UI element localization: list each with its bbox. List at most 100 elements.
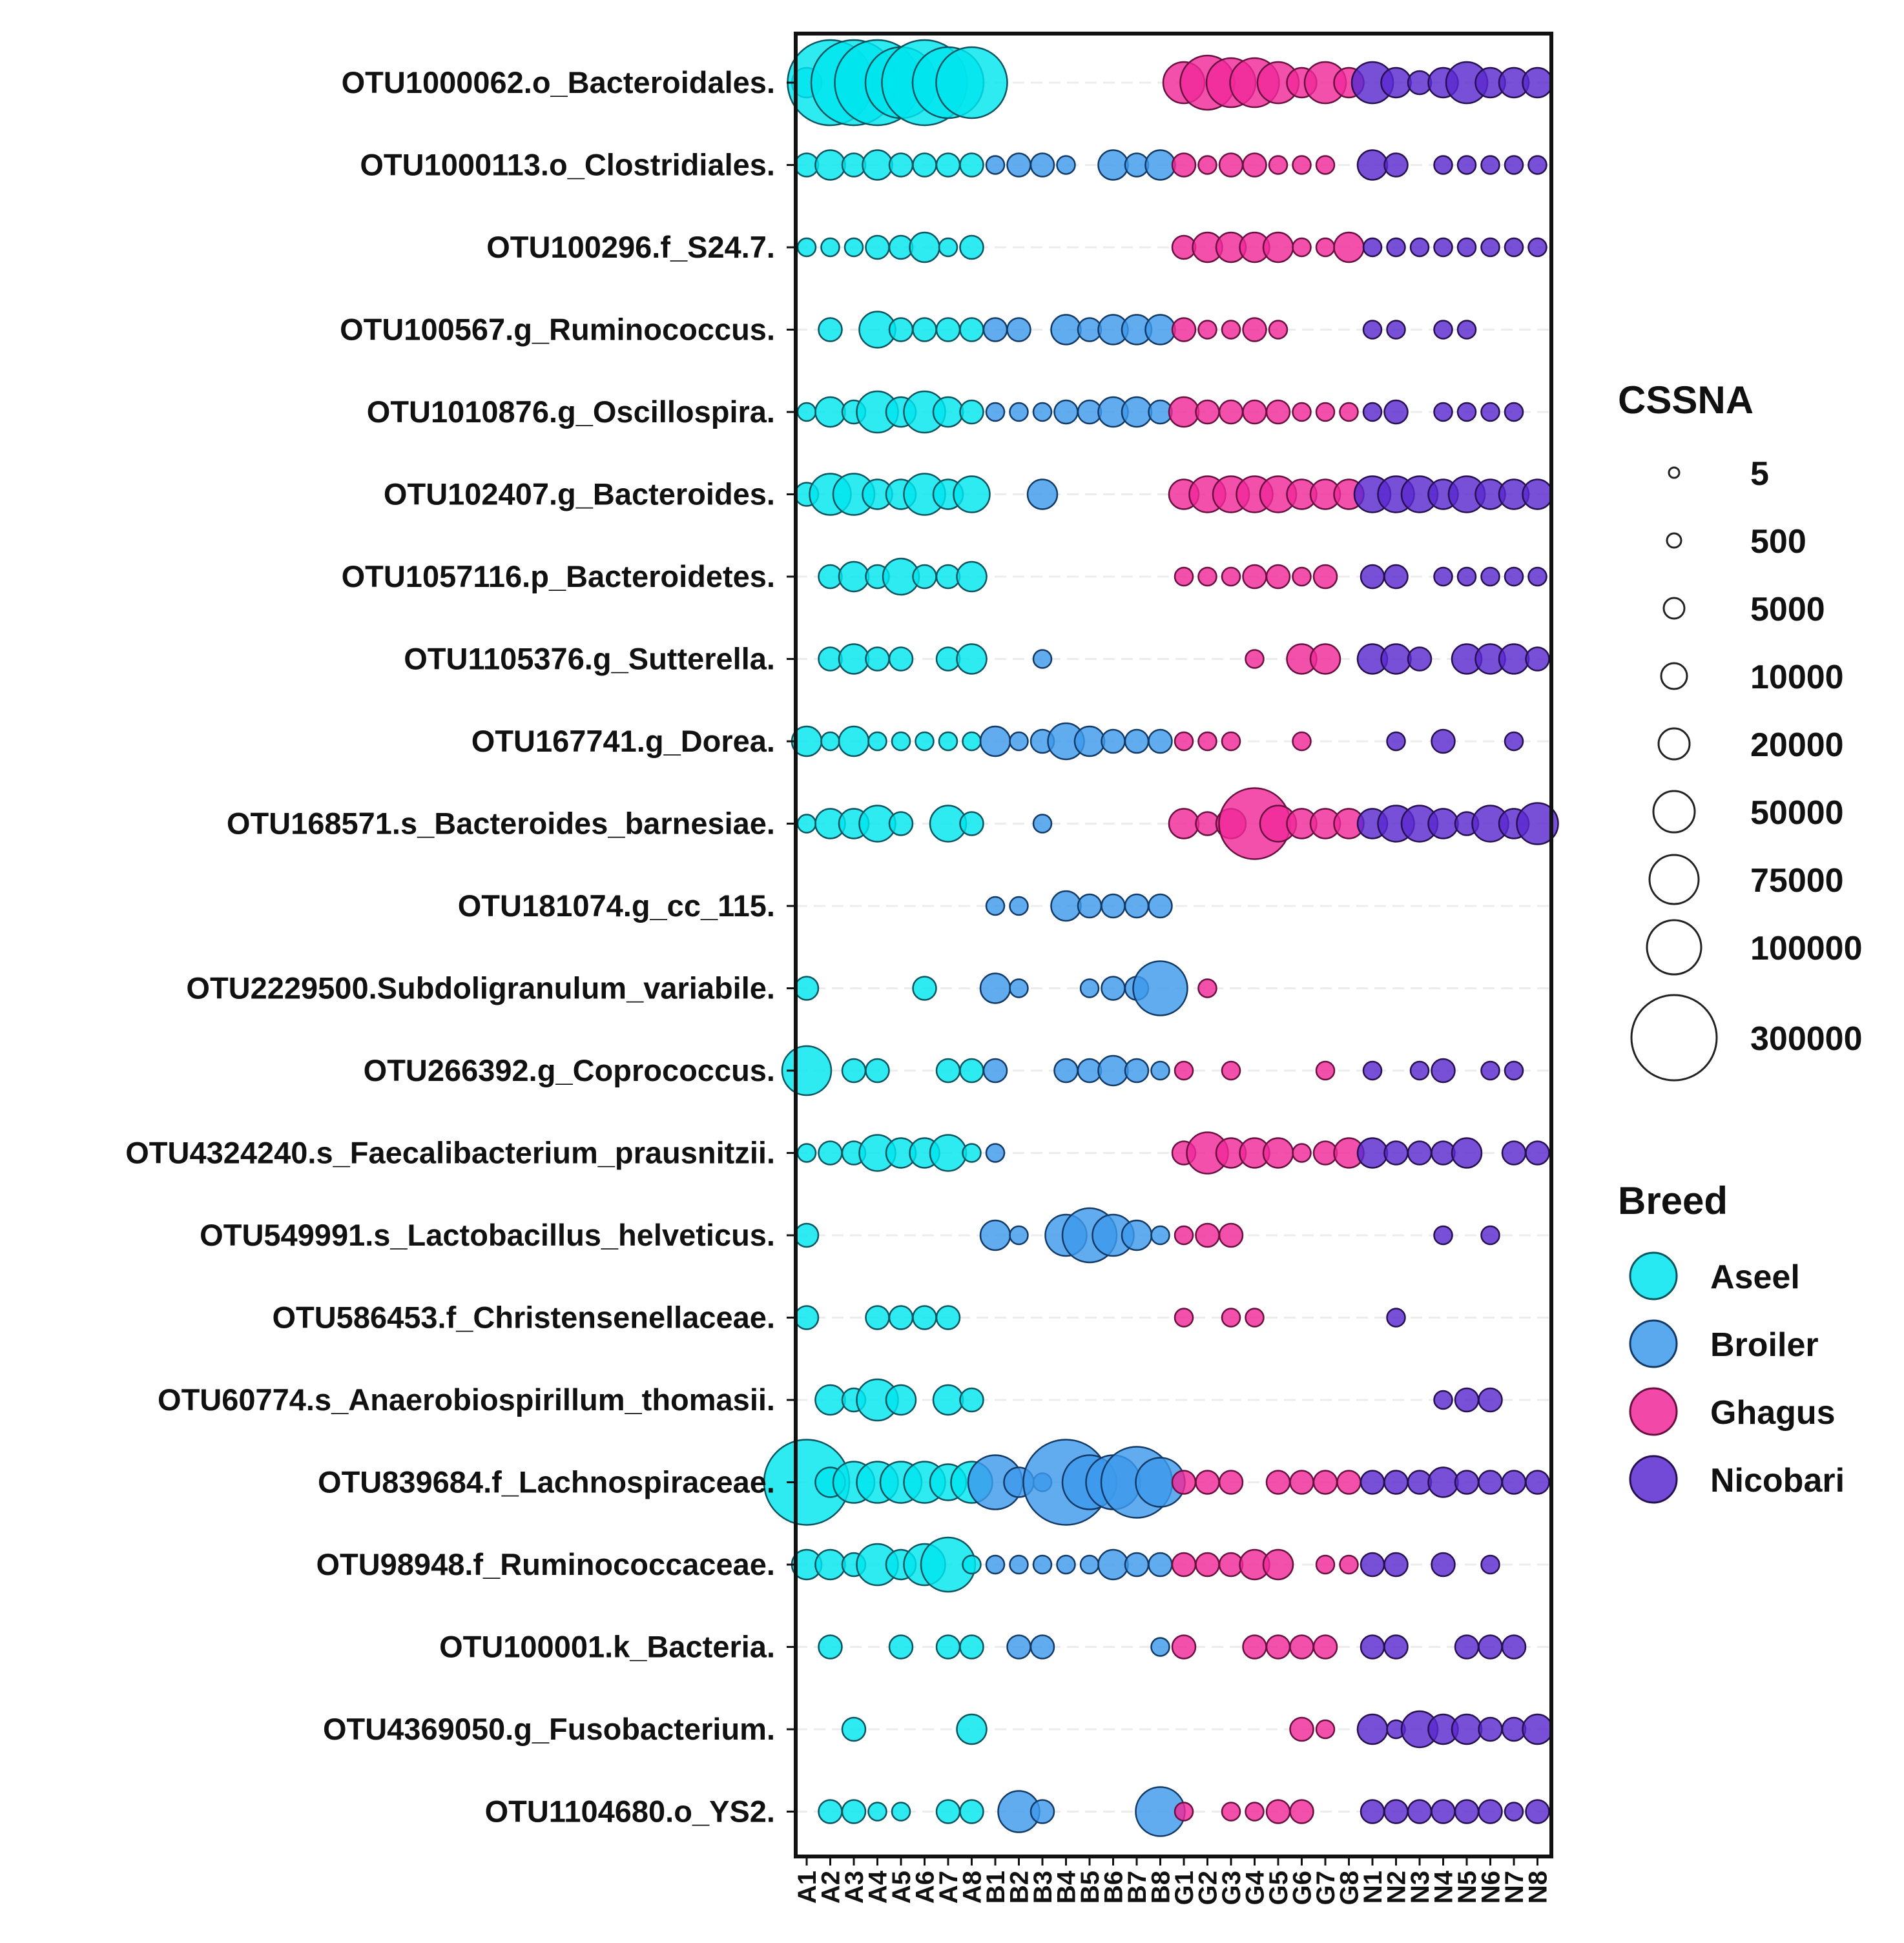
bubble-point xyxy=(1124,1552,1150,1578)
bubble-point xyxy=(1431,1058,1456,1084)
bubble-point xyxy=(1427,808,1459,839)
bubble-point xyxy=(891,731,911,752)
y-tick-label: OTU60774.s_Anaerobiospirillum_thomasii. xyxy=(158,1383,775,1417)
bubble-point xyxy=(1268,320,1288,340)
y-tick-label: OTU181074.g_cc_115. xyxy=(458,889,775,923)
breed-legend-label: Ghagus xyxy=(1710,1394,1836,1432)
bubble-point xyxy=(888,646,914,672)
bubble-point xyxy=(1124,1058,1150,1084)
y-tick-label: OTU168571.s_Bacteroides_barnesiae. xyxy=(227,807,775,841)
bubble-point xyxy=(1527,566,1547,587)
bubble-point xyxy=(1383,399,1409,425)
bubble-point xyxy=(962,731,982,752)
bubble-point xyxy=(1315,155,1336,175)
bubble-point xyxy=(1339,402,1359,422)
bubble-point xyxy=(985,155,1006,175)
bubble-point xyxy=(935,1305,961,1330)
bubble-point xyxy=(862,149,893,181)
bubble-point xyxy=(1431,728,1456,754)
bubble-point xyxy=(979,1219,1011,1251)
bubble-point xyxy=(1265,399,1291,425)
bubble-point xyxy=(1433,1225,1453,1246)
bubble-point xyxy=(1006,317,1031,342)
bubble-point xyxy=(1315,1719,1336,1740)
bubble-point xyxy=(1009,402,1029,422)
bubble-point xyxy=(1050,890,1082,922)
bubble-point xyxy=(959,1799,984,1824)
x-tick-label: A6 xyxy=(911,1871,940,1904)
bubble-point xyxy=(1525,1799,1550,1824)
bubble-point xyxy=(1407,1799,1433,1824)
bubble-point xyxy=(1333,231,1365,263)
bubble-point xyxy=(1360,1634,1385,1660)
bubble-point xyxy=(985,1554,1006,1575)
size-legend-label: 20000 xyxy=(1750,726,1844,764)
bubble-point xyxy=(1383,1799,1409,1824)
y-axis: OTU1000062.o_Bacteroidales. OTU1000113.o_… xyxy=(125,65,796,1829)
bubble-point xyxy=(1265,1470,1291,1495)
bubble-point xyxy=(962,1554,982,1575)
bubble-point xyxy=(1527,237,1547,258)
bubble-point xyxy=(1077,893,1102,919)
bubble-point xyxy=(1383,1140,1409,1166)
breed-legend-key xyxy=(1629,1319,1678,1368)
x-tick-label: A4 xyxy=(864,1870,893,1904)
bubble-point xyxy=(1174,1225,1194,1246)
y-tick-label: OTU266392.g_Coprococcus. xyxy=(364,1053,775,1087)
y-tick-label: OTU1000113.o_Clostridiales. xyxy=(360,148,775,182)
bubble-point xyxy=(982,1058,1008,1084)
bubble-point xyxy=(1030,1634,1055,1660)
bubble-point xyxy=(1056,155,1076,175)
bubble-point xyxy=(1362,1060,1383,1081)
bubble-point xyxy=(1383,1470,1409,1495)
bubble-point xyxy=(1433,1390,1453,1410)
bubble-point xyxy=(1121,1219,1153,1251)
bubble-point xyxy=(1380,643,1412,675)
bubble-point xyxy=(1516,802,1559,845)
bubble-point xyxy=(796,402,817,422)
x-tick-label: G5 xyxy=(1265,1871,1293,1905)
bubble-point xyxy=(912,152,937,178)
bubble-point xyxy=(956,643,988,675)
bubble-point xyxy=(1168,396,1200,428)
x-tick-label: B4 xyxy=(1053,1870,1081,1904)
bubble-point xyxy=(888,152,914,178)
bubble-point xyxy=(1292,402,1312,422)
bubble-point xyxy=(841,1058,867,1084)
size-legend-key xyxy=(1660,662,1688,690)
bubble-point xyxy=(1079,978,1100,998)
bubble-point xyxy=(1480,155,1500,175)
bubble-point xyxy=(1174,1802,1194,1822)
bubble-point xyxy=(818,1140,843,1166)
bubble-point xyxy=(1433,237,1453,258)
x-tick-label: A8 xyxy=(958,1871,987,1904)
bubble-point xyxy=(1148,893,1173,919)
bubble-point xyxy=(1265,564,1291,590)
bubble-point xyxy=(794,1222,820,1248)
bubble-point xyxy=(912,317,937,342)
size-legend-label: 75000 xyxy=(1750,862,1844,900)
bubble-point xyxy=(1336,1470,1361,1495)
bubble-point xyxy=(1097,149,1129,181)
bubble-point xyxy=(1195,1470,1220,1495)
size-legend-key xyxy=(1646,919,1702,976)
bubble-point xyxy=(1456,402,1477,422)
bubble-point xyxy=(1478,1716,1503,1742)
bubble-point xyxy=(888,317,914,342)
bubble-point xyxy=(1009,731,1029,752)
bubble-point xyxy=(1480,237,1500,258)
bubble-point xyxy=(956,1713,988,1745)
bubble-point xyxy=(1124,893,1150,919)
bubble-point xyxy=(935,46,1008,119)
bubble-point xyxy=(1221,1060,1241,1081)
bubble-point xyxy=(820,237,840,258)
x-tick-label: B6 xyxy=(1100,1871,1128,1904)
bubble-point xyxy=(935,152,961,178)
bubble-point xyxy=(1026,478,1059,510)
bubble-point xyxy=(1292,1143,1312,1163)
bubble-point xyxy=(962,1143,982,1163)
x-tick-label: N6 xyxy=(1477,1871,1506,1904)
bubble-point xyxy=(1501,1140,1527,1166)
bubble-point xyxy=(865,1058,890,1084)
bubble-point xyxy=(959,399,984,425)
